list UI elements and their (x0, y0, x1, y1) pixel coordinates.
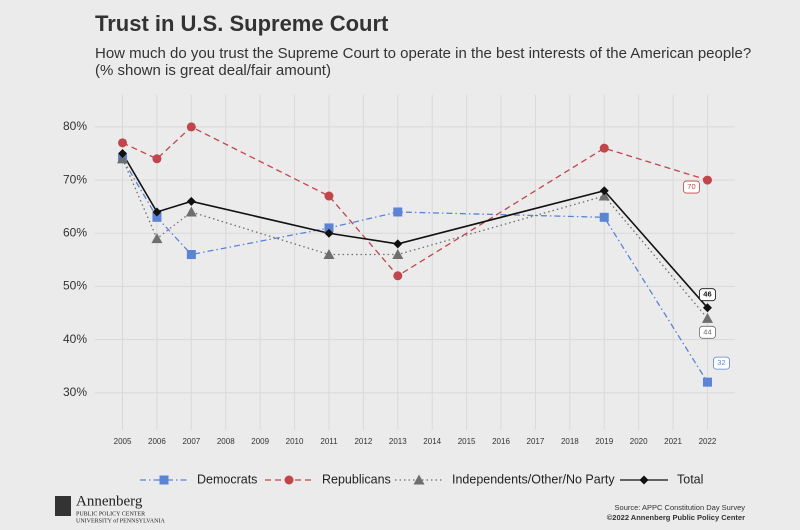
data-point (599, 143, 609, 153)
x-tick-label: 2021 (664, 437, 682, 446)
legend-label: Total (677, 472, 703, 486)
legend-label: Independents/Other/No Party (452, 472, 615, 486)
legend-item: Democrats (140, 472, 257, 486)
y-tick-label: 70% (63, 172, 87, 186)
legend-label: Democrats (197, 472, 257, 486)
x-tick-label: 2009 (251, 437, 269, 446)
data-point (185, 206, 197, 217)
legend-label: Republicans (322, 472, 391, 486)
legend-marker (284, 475, 294, 485)
data-point (701, 312, 713, 323)
value-label-box (699, 288, 716, 302)
legend-marker (413, 474, 425, 485)
y-tick-label: 80% (63, 119, 87, 133)
data-point (324, 223, 334, 233)
logo-shield (55, 496, 71, 516)
logo-line: UNIVERSITY of PENNSYLVANIA (76, 517, 165, 524)
x-tick-label: 2022 (699, 437, 717, 446)
legend-item: Republicans (265, 472, 391, 486)
data-point (598, 190, 610, 201)
logo-line: PUBLIC POLICY CENTER (76, 511, 145, 517)
logo: Annenberg PUBLIC POLICY CENTER UNIVERSIT… (55, 493, 165, 524)
data-point (186, 250, 196, 260)
chart-subtitle: (% shown is great deal/fair amount) (95, 62, 331, 79)
data-point (118, 138, 128, 148)
value-label-box (713, 356, 730, 370)
data-point (702, 303, 712, 313)
x-tick-label: 2006 (148, 437, 166, 446)
data-point (702, 175, 712, 185)
x-tick-label: 2013 (389, 437, 407, 446)
x-tick-label: 2020 (630, 437, 648, 446)
data-point (151, 233, 163, 244)
logo-name: Annenberg (76, 493, 143, 509)
data-point (152, 212, 162, 222)
chart-subtitle: How much do you trust the Supreme Court … (95, 45, 751, 62)
data-point (186, 196, 196, 206)
x-tick-label: 2010 (286, 437, 304, 446)
y-tick-label: 60% (63, 225, 87, 239)
x-tick-label: 2017 (527, 437, 545, 446)
data-point (117, 153, 129, 164)
data-point (392, 249, 404, 260)
data-point (324, 228, 334, 238)
data-point (152, 154, 162, 164)
data-point (323, 249, 335, 260)
value-label: 70 (687, 182, 695, 191)
x-tick-label: 2014 (423, 437, 441, 446)
x-tick-label: 2007 (182, 437, 200, 446)
data-point (599, 186, 609, 196)
data-point (702, 377, 712, 387)
data-point (393, 207, 403, 217)
legend-marker (639, 475, 649, 485)
legend-item: Total (620, 472, 703, 486)
chart-title: Trust in U.S. Supreme Court (95, 11, 389, 36)
data-point (599, 212, 609, 222)
x-tick-label: 2008 (217, 437, 235, 446)
value-label: 44 (703, 327, 711, 336)
value-label: 32 (717, 358, 725, 367)
credit: ©2022 Annenberg Public Policy Center (607, 513, 745, 522)
data-point (393, 239, 403, 249)
value-label-box (699, 325, 716, 339)
y-tick-label: 50% (63, 279, 87, 293)
source: Source: APPC Constitution Day Survey (615, 503, 746, 512)
x-tick-label: 2016 (492, 437, 510, 446)
data-point (393, 271, 403, 281)
data-point (152, 207, 162, 217)
x-tick-label: 2005 (114, 437, 132, 446)
value-label-box (683, 180, 700, 194)
y-tick-label: 30% (63, 385, 87, 399)
data-point (186, 122, 196, 132)
y-tick-label: 40% (63, 332, 87, 346)
x-tick-label: 2012 (354, 437, 372, 446)
x-tick-label: 2015 (458, 437, 476, 446)
legend-marker (159, 475, 169, 485)
value-label: 46 (703, 290, 711, 299)
x-tick-label: 2011 (320, 437, 338, 446)
data-point (324, 191, 334, 201)
x-tick-label: 2019 (595, 437, 613, 446)
x-tick-label: 2018 (561, 437, 579, 446)
data-point (118, 148, 128, 158)
legend-item: Independents/Other/No Party (395, 472, 615, 486)
